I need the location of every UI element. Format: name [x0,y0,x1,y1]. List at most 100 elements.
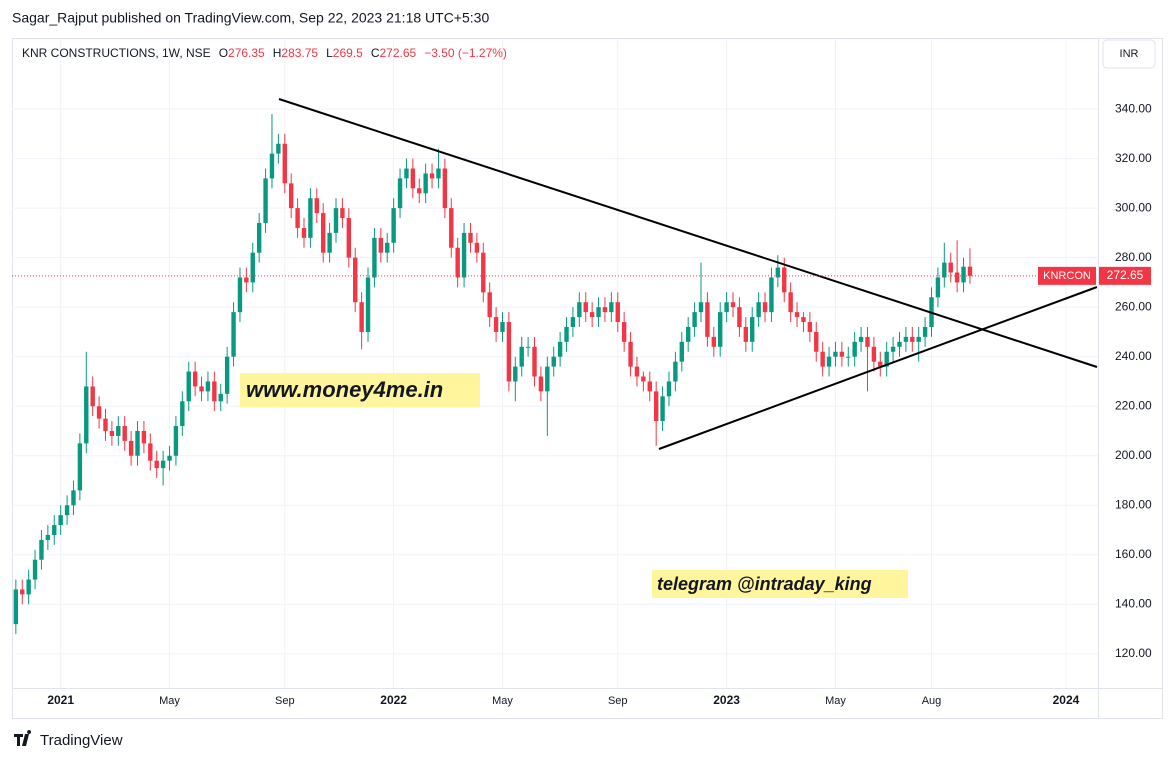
candle-body [301,227,307,238]
candle-body [474,242,480,253]
candle-body [160,460,166,469]
candle-body [762,302,768,313]
x-tick-label: Sep [275,695,295,707]
candle-body [481,252,486,293]
candle-body [116,426,121,436]
candle-body [167,455,172,461]
candle-body [628,341,633,367]
candle-body [378,237,384,253]
candle-body [212,381,217,402]
candle-body [449,208,454,248]
y-tick-label: 180.00 [1115,497,1152,511]
y-tick-label: 200.00 [1115,448,1152,462]
candle-body [250,252,255,283]
frame [12,38,1163,719]
candle-body [718,312,723,347]
candle-body [397,178,403,209]
candle-body [96,406,102,419]
candle-body [13,589,19,625]
candle-body [173,426,179,456]
candle-body [263,178,268,223]
currency-button[interactable] [1102,39,1156,69]
candle-body [45,534,51,540]
candle-body [858,336,864,342]
candle-body [922,326,928,337]
candle-body [506,322,512,382]
candle-body [269,153,275,179]
candle-body [557,341,563,357]
legend-change: −3.50 (−1.27%) [424,46,507,60]
x-tick-label: 2021 [47,693,74,707]
legend-value: 269.5 [333,46,363,60]
candle-body [372,237,377,278]
candle-body [109,430,115,436]
candle-body [532,346,537,377]
x-tick-label: Sep [608,695,628,707]
candle-body [916,336,921,342]
candle-body [39,539,44,560]
x-tick-label: 2024 [1053,693,1080,707]
candle-body [192,371,198,387]
candle-body [660,396,665,422]
candle-body [634,366,640,377]
candle-body [461,232,467,278]
candle-body [333,208,339,233]
candle-body [77,443,83,491]
y-tick-label: 280.00 [1115,250,1152,264]
candle-body [404,168,409,179]
candle-body [653,391,659,422]
candle-body [641,376,646,382]
candle-body [961,266,966,283]
candle-body [308,198,313,238]
candle-body [423,173,428,194]
candle-body [455,247,460,278]
candle-body [513,366,518,382]
annotation-box [652,570,908,598]
candle-body [468,232,473,243]
symbol-badge [1038,266,1096,285]
trend-line [278,98,1098,368]
candle-body [340,208,345,219]
candle-body [429,173,435,179]
x-tick-label: May [159,695,180,707]
candle-body [724,302,729,313]
candle-body [500,322,505,332]
candle-body [141,430,147,444]
footer: TradingView [40,732,123,749]
candle-body [967,266,973,276]
candle-body [769,277,774,313]
candle-body [564,326,569,342]
candle-body [846,356,851,358]
candle-body [321,213,326,253]
currency[interactable]: INR [1120,48,1139,60]
legend-key: H [273,46,282,60]
y-tick-label: 160.00 [1115,547,1152,561]
candle-body [417,188,422,194]
candle-body [621,322,627,342]
candles [13,114,973,635]
candle-body [705,302,710,337]
candle-body [679,341,684,362]
candle-body [609,302,614,313]
candle-body [218,393,223,402]
candle-body [20,589,25,595]
candle-body [519,346,524,367]
y-tick-label: 340.00 [1115,101,1152,115]
x-tick-label: 2022 [380,693,407,707]
candle-body [359,302,364,332]
candle-body [84,386,89,444]
candle-body [602,307,608,313]
candle-body [237,277,243,313]
candle-body [852,341,857,357]
y-tick-label: 220.00 [1115,398,1152,412]
candle-body [71,490,76,506]
candle-body [903,336,909,342]
logo-icon [14,730,32,746]
legend: KNR CONSTRUCTIONS, 1W, NSE O 276.35 H 283.7… [22,46,507,60]
candle-body [442,168,448,209]
candle-body [788,292,793,313]
candle-body [910,336,915,342]
candle-body [897,341,902,347]
candle-body [436,168,441,179]
